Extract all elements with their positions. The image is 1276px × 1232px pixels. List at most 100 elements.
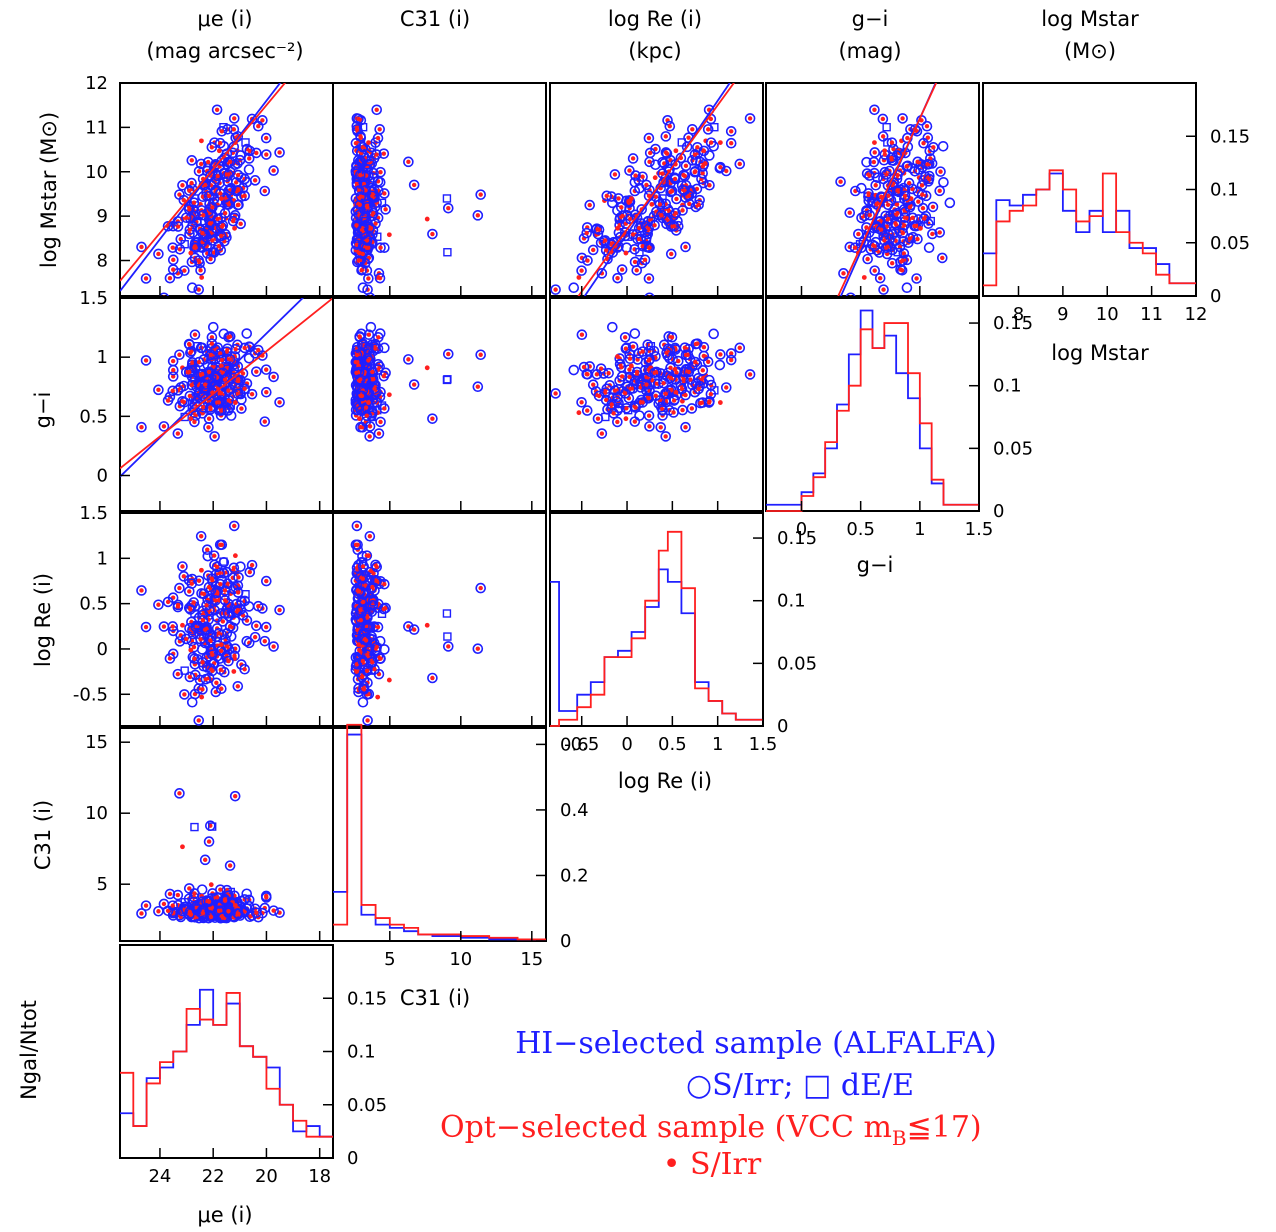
point-opt-sirr bbox=[216, 400, 222, 405]
point-opt-sirr bbox=[177, 192, 182, 197]
point-opt-sirr bbox=[192, 245, 197, 250]
point-opt-sirr bbox=[867, 173, 872, 178]
point-hi-sirr bbox=[353, 255, 364, 266]
point-hi-sirr bbox=[631, 265, 643, 276]
point-opt-sirr bbox=[878, 194, 884, 199]
y-tick-right-label: 0.1 bbox=[777, 591, 806, 612]
point-hi-sirr bbox=[195, 530, 207, 542]
point-opt-sirr bbox=[190, 360, 195, 365]
point-opt-sirr bbox=[354, 370, 359, 375]
point-opt-sirr bbox=[924, 124, 930, 129]
y-tick-label: 11 bbox=[85, 117, 108, 138]
data-points bbox=[835, 83, 956, 296]
point-opt-sirr bbox=[180, 622, 185, 628]
point-opt-sirr bbox=[687, 201, 692, 207]
point-hi-sirr bbox=[167, 242, 179, 253]
point-opt-sirr bbox=[374, 564, 379, 570]
point-opt-sirr bbox=[354, 127, 360, 132]
point-opt-sirr bbox=[367, 424, 373, 429]
point-opt-sirr bbox=[175, 431, 181, 436]
point-opt-sirr bbox=[189, 581, 194, 586]
point-opt-sirr bbox=[230, 218, 236, 224]
point-hi-sirr bbox=[357, 141, 369, 153]
point-hi-de bbox=[658, 194, 667, 203]
point-opt-sirr bbox=[647, 150, 653, 156]
point-opt-sirr bbox=[226, 172, 231, 177]
point-hi-sirr bbox=[637, 397, 648, 408]
point-hi-sirr bbox=[351, 180, 363, 191]
point-opt-sirr bbox=[360, 576, 366, 581]
point-hi-sirr bbox=[704, 395, 715, 407]
fit-line-opt bbox=[120, 83, 287, 282]
point-opt-sirr bbox=[576, 275, 582, 280]
point-opt-sirr bbox=[359, 268, 364, 273]
point-opt-sirr bbox=[181, 197, 187, 203]
point-hi-sirr bbox=[702, 124, 714, 135]
point-opt-sirr bbox=[198, 637, 203, 642]
point-opt-sirr bbox=[686, 369, 692, 375]
x-tick-label: 12 bbox=[1185, 304, 1208, 325]
point-hi-sirr bbox=[355, 131, 366, 142]
point-hi-sirr bbox=[216, 683, 227, 695]
y-tick-label: 12 bbox=[85, 73, 108, 94]
point-hi-sirr bbox=[217, 219, 229, 231]
point-hi-sirr bbox=[193, 284, 205, 295]
point-hi-sirr bbox=[261, 575, 272, 587]
point-hi-sirr bbox=[223, 655, 234, 667]
y-tick-right-label: 0.1 bbox=[993, 376, 1022, 397]
point-opt-sirr bbox=[277, 150, 282, 155]
point-hi-sirr bbox=[568, 364, 580, 376]
point-hi-sirr bbox=[211, 104, 223, 116]
col-header-2-line1: C31 (i) bbox=[400, 7, 470, 31]
point-hi-sirr bbox=[937, 140, 949, 152]
point-hi-de bbox=[377, 401, 387, 410]
point-opt-sirr bbox=[873, 183, 878, 188]
point-hi-sirr bbox=[612, 272, 623, 284]
point-hi-sirr bbox=[373, 428, 385, 439]
point-hi-sirr bbox=[136, 585, 147, 596]
point-opt-sirr bbox=[357, 202, 362, 207]
point-opt-sirr bbox=[354, 359, 360, 364]
point-opt-sirr bbox=[622, 391, 628, 396]
point-hi-sirr bbox=[918, 213, 930, 224]
point-opt-sirr bbox=[218, 581, 223, 587]
point-hi-sirr bbox=[193, 356, 205, 368]
point-opt-sirr bbox=[615, 225, 620, 231]
point-hi-sirr bbox=[861, 168, 873, 179]
point-hi-sirr bbox=[355, 156, 367, 168]
row-label-logmstar: log Mstar (M⊙) bbox=[37, 112, 61, 268]
point-opt-sirr bbox=[707, 183, 712, 188]
point-hi-sirr bbox=[593, 224, 605, 235]
point-opt-sirr bbox=[878, 227, 884, 232]
point-hi-sirr bbox=[200, 673, 212, 685]
point-hi-sirr bbox=[475, 349, 486, 361]
col-header-3-line2: (kpc) bbox=[628, 39, 681, 63]
point-hi-sirr bbox=[644, 421, 655, 432]
point-opt-sirr bbox=[187, 393, 193, 399]
point-hi-sirr bbox=[668, 220, 680, 232]
point-hi-sirr bbox=[896, 265, 908, 276]
y-tick-right-label: 0 bbox=[1210, 286, 1221, 307]
point-opt-sirr bbox=[671, 224, 677, 229]
point-hi-sirr bbox=[666, 332, 678, 343]
panel-r1-c1: 8 9 10 11 12 bbox=[85, 73, 334, 297]
point-opt-sirr bbox=[201, 591, 207, 597]
y-tick-right-label: 0.1 bbox=[1210, 180, 1239, 201]
point-hi-sirr bbox=[371, 104, 383, 116]
point-opt-sirr bbox=[188, 912, 194, 917]
point-hi-sirr bbox=[650, 390, 662, 402]
point-opt-sirr bbox=[478, 352, 483, 357]
point-hi-sirr bbox=[599, 235, 611, 246]
point-opt-sirr bbox=[355, 542, 360, 547]
point-opt-sirr bbox=[216, 631, 222, 636]
point-hi-sirr bbox=[616, 361, 627, 373]
col-header-1-line1: μe (i) bbox=[197, 7, 252, 31]
point-opt-sirr bbox=[669, 251, 674, 257]
point-opt-sirr bbox=[187, 342, 192, 347]
point-opt-sirr bbox=[271, 644, 276, 649]
point-opt-sirr bbox=[381, 151, 387, 156]
point-hi-sirr bbox=[666, 185, 678, 197]
point-hi-sirr bbox=[189, 416, 200, 428]
point-hi-sirr bbox=[853, 228, 864, 240]
point-opt-sirr bbox=[872, 268, 877, 273]
